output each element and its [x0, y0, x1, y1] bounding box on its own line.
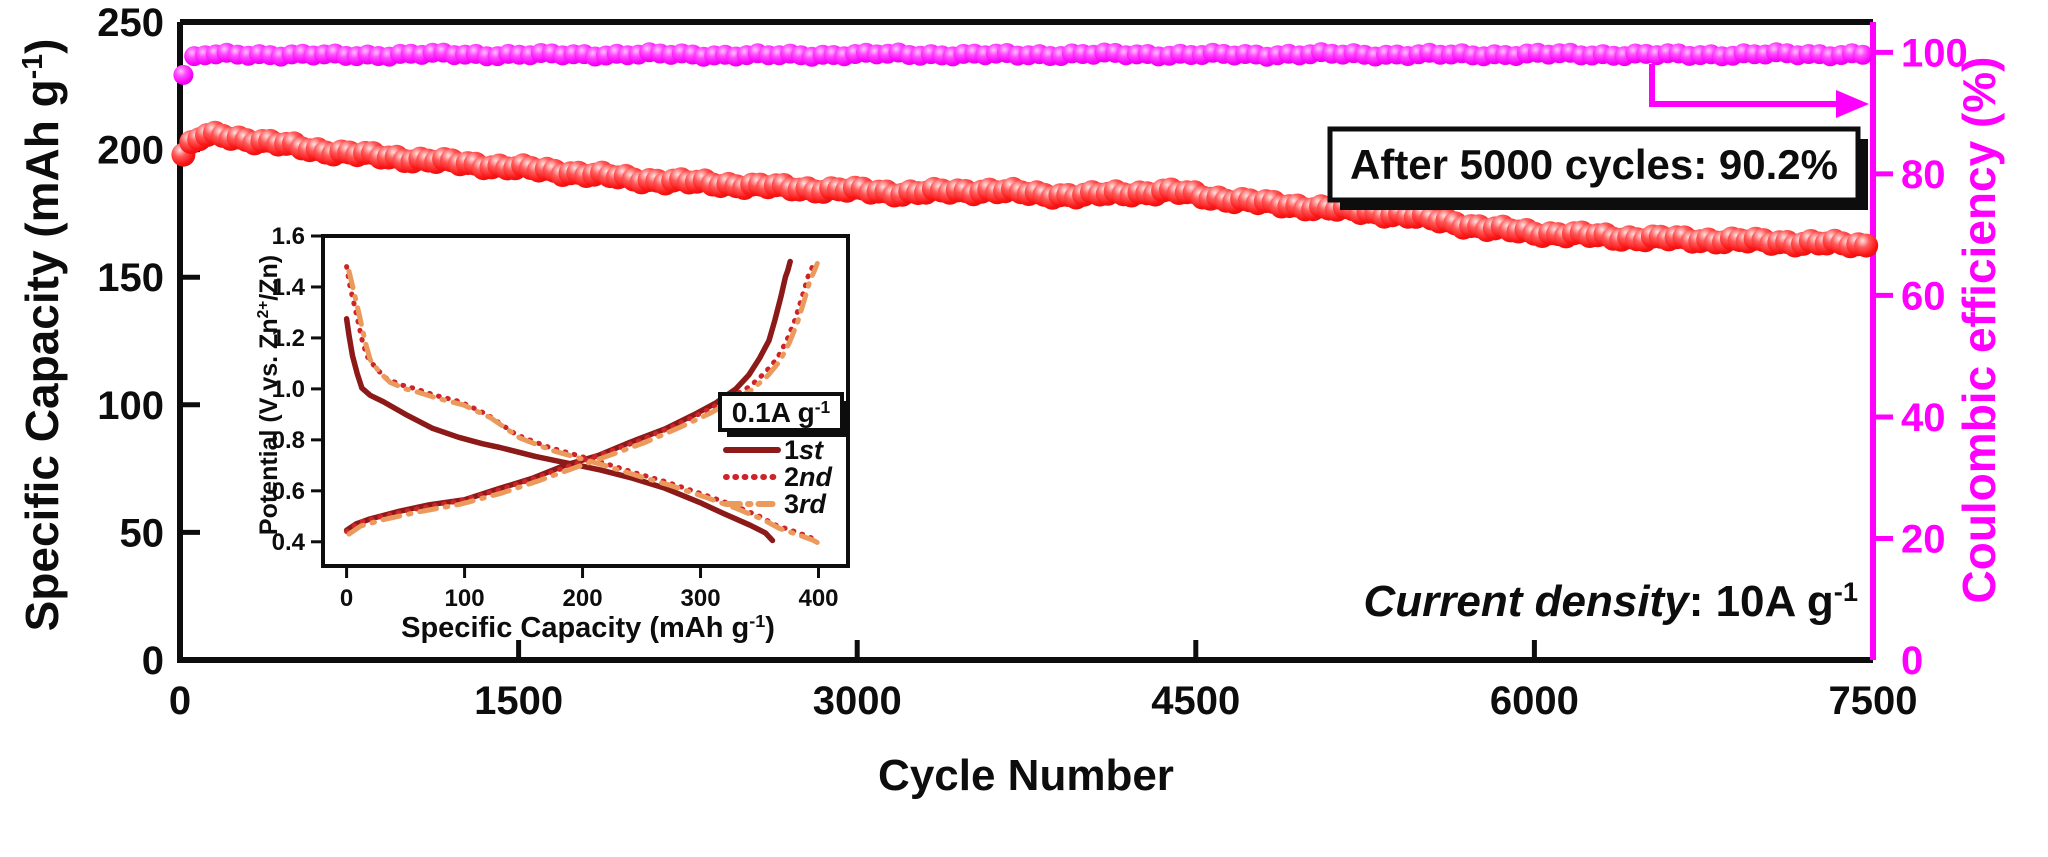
svg-text:200: 200 — [563, 585, 603, 612]
inset-x-axis-title: Specific Capacity (mAh g-1) — [401, 611, 775, 644]
series-cap — [171, 120, 1879, 259]
svg-text:6000: 6000 — [1490, 679, 1579, 723]
svg-text:100: 100 — [97, 384, 164, 428]
svg-text:0: 0 — [1901, 639, 1923, 683]
svg-text:0.4: 0.4 — [272, 529, 306, 556]
svg-text:7500: 7500 — [1829, 679, 1918, 723]
curve-discharge-1st — [343, 316, 776, 544]
svg-text:250: 250 — [97, 1, 164, 45]
x-axis-title: Cycle Number — [878, 751, 1174, 800]
current-density-note: Current density: 10A g-1 — [1364, 576, 1858, 626]
inset-legend: 0.1A g-1 1st 2nd 3rd — [718, 392, 849, 519]
legend-label-2nd: 2nd — [784, 462, 833, 492]
curve-charge-3rd — [346, 261, 820, 537]
curve-charge-2nd — [344, 257, 818, 535]
ce-axis-arrow-head — [1836, 90, 1869, 118]
ce-axis-arrow-line — [1649, 64, 1836, 107]
svg-text:100: 100 — [445, 585, 485, 612]
main-axis-ticks: 0 1500 3000 4500 6000 75000501001502002500204… — [97, 1, 1968, 723]
svg-text:60: 60 — [1901, 274, 1946, 318]
svg-text:20: 20 — [1901, 517, 1946, 561]
svg-text:1.2: 1.2 — [272, 325, 305, 352]
data-series — [171, 42, 1879, 259]
y-left-axis-title: Specific Capacity (mAh g-1) — [16, 39, 68, 632]
svg-text:1.4: 1.4 — [272, 274, 306, 301]
inset-chart: 0 100 200 300 400 0.4 0.6 0.8 1.0 1.2 1.4 1.6 Speci… — [255, 223, 850, 644]
svg-text:1.0: 1.0 — [272, 376, 305, 403]
inset-curves — [343, 257, 823, 547]
svg-text:1500: 1500 — [474, 679, 563, 723]
svg-text:40: 40 — [1901, 396, 1946, 440]
svg-text:300: 300 — [681, 585, 721, 612]
svg-text:0: 0 — [340, 585, 353, 612]
svg-text:150: 150 — [97, 256, 164, 300]
svg-text:0.6: 0.6 — [272, 478, 305, 505]
annotation-frame — [1327, 126, 1861, 203]
svg-text:4500: 4500 — [1151, 679, 1240, 723]
svg-text:80: 80 — [1901, 153, 1946, 197]
ce-axis-arrow — [1649, 64, 1869, 118]
annotation-text: After 5000 cycles: 90.2% — [1350, 141, 1838, 188]
svg-text:100: 100 — [1901, 31, 1968, 75]
y-right-axis-title: Coulombic efficiency (%) — [1953, 57, 2005, 604]
legend-rate-label: 0.1A g-1 — [732, 397, 831, 428]
svg-text:3000: 3000 — [813, 679, 902, 723]
svg-text:400: 400 — [798, 585, 838, 612]
svg-text:1.6: 1.6 — [272, 223, 305, 250]
annotation-box: After 5000 cycles: 90.2% — [1327, 126, 1868, 210]
svg-text:0.8: 0.8 — [272, 427, 305, 454]
plot-frame-left-bottom — [177, 22, 1873, 663]
curve-discharge-3rd — [346, 268, 823, 547]
legend-label-3rd: 3rd — [784, 489, 827, 519]
inset-axis-ticks: 0 100 200 300 400 0.4 0.6 0.8 1.0 1.2 1.4 1.6 — [272, 223, 839, 612]
svg-text:50: 50 — [120, 511, 165, 555]
legend-rate-box — [718, 392, 844, 432]
legend-label-1st: 1st — [784, 435, 824, 465]
svg-text:0: 0 — [169, 679, 191, 723]
inset-y-axis-title: Potential (V vs. Zn2+/Zn) — [255, 255, 283, 535]
series-ce — [173, 42, 1873, 85]
svg-text:200: 200 — [97, 129, 164, 173]
svg-text:0: 0 — [142, 639, 164, 683]
